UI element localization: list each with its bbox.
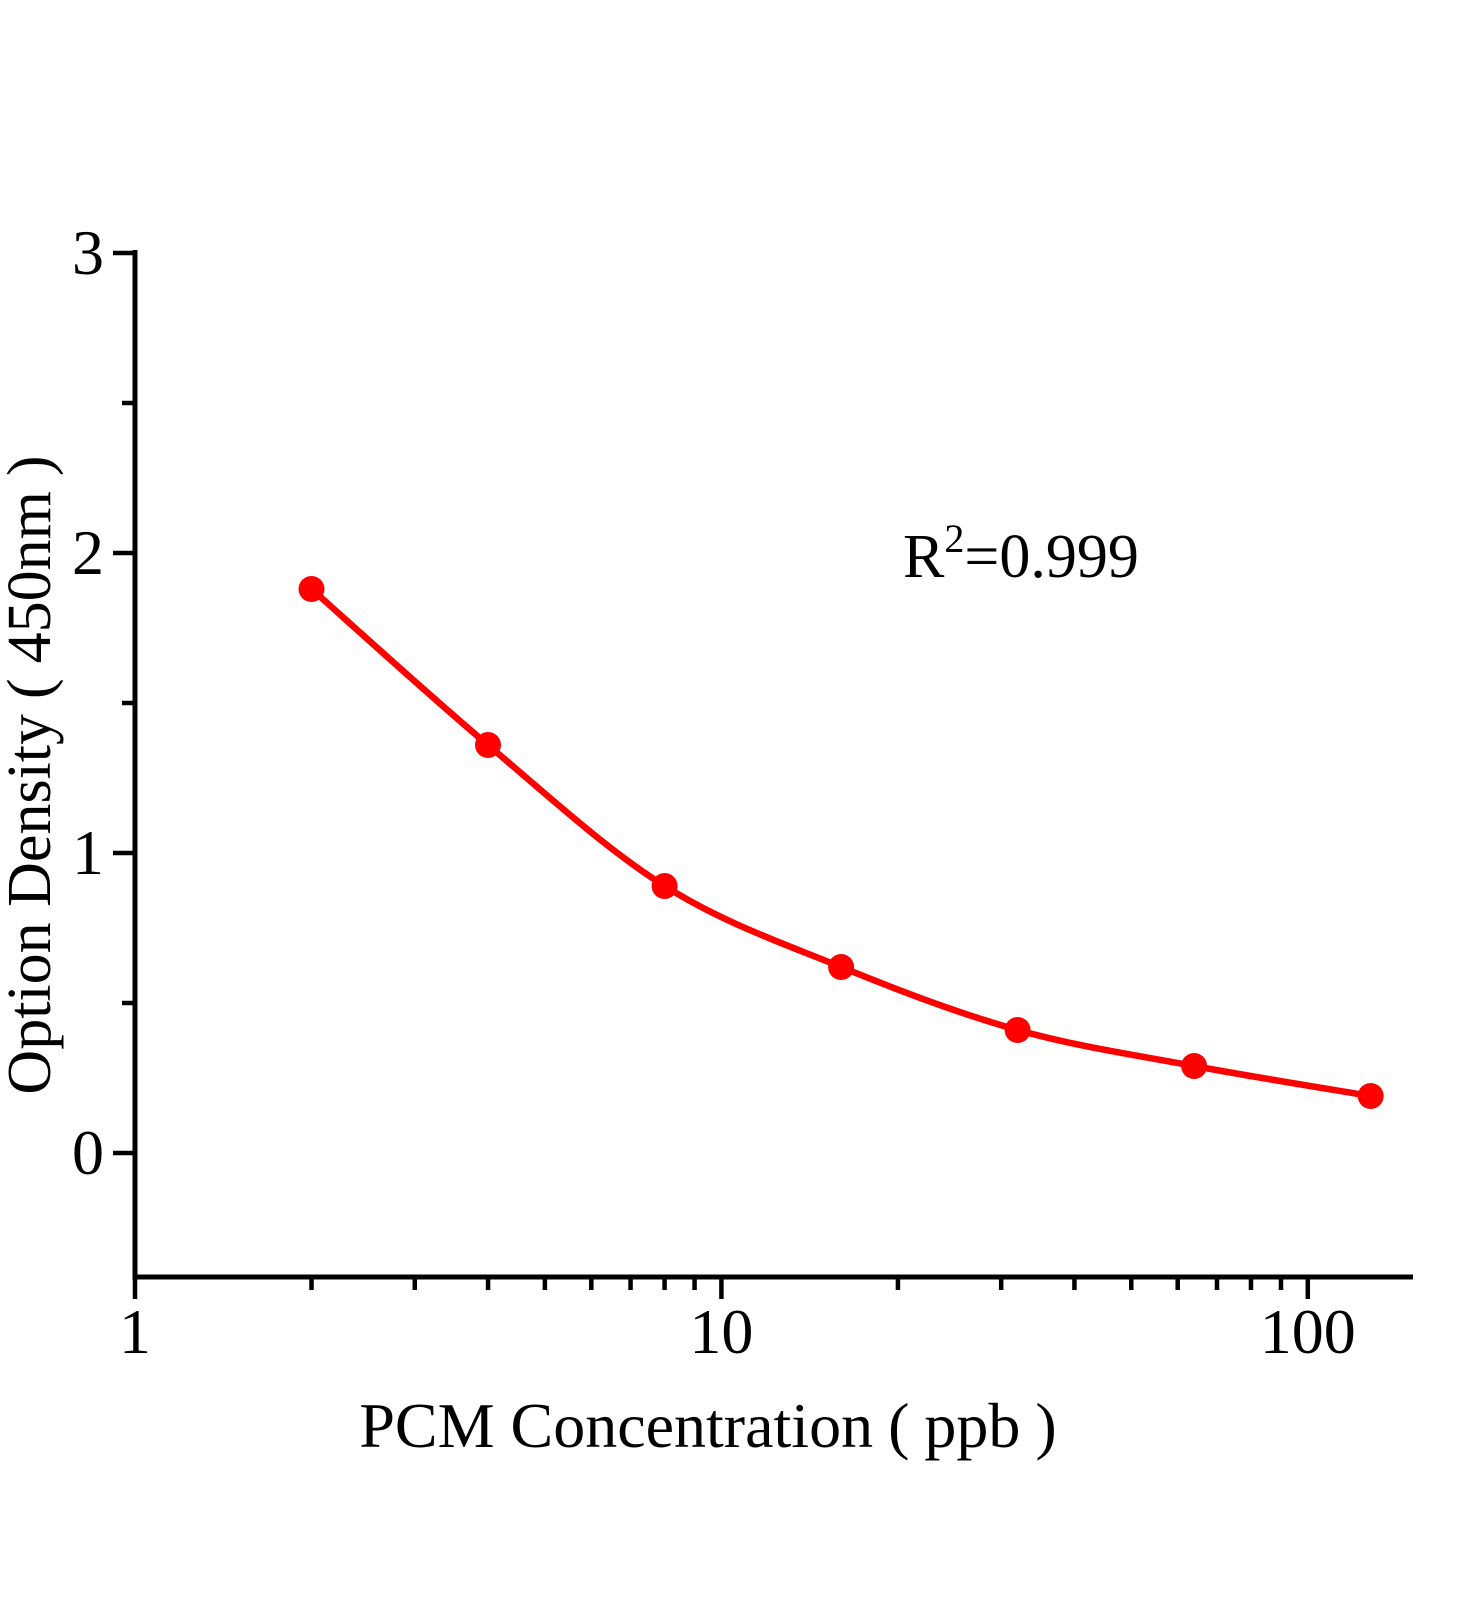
x-tick-label: 100 [1260,1296,1356,1367]
y-axis-ticks [113,250,135,1156]
data-point [1004,1017,1031,1043]
r-squared-superscript: 2 [944,516,964,561]
data-points [298,576,1384,1109]
fit-curve [308,585,1374,1100]
x-tick-label: 1 [119,1296,151,1367]
x-axis-title: PCM Concentration(ppb) [359,1390,1056,1461]
title-text: ppb [924,1390,1020,1461]
x-axis-tick-labels: 1 10 100 [119,1296,1356,1367]
data-point [651,873,678,899]
y-axis-title: Option Density (450nm) [0,455,64,1094]
x-axis-ticks [132,1277,1311,1299]
r-squared-annotation: R2=0.999 [903,516,1139,591]
title-paren: ( [888,1390,909,1461]
y-tick-label: 1 [72,817,104,888]
title-paren: ) [0,455,64,476]
title-text: 450nm [0,491,64,663]
title-paren: ( [0,678,64,699]
x-tick-label: 10 [689,1296,753,1367]
y-tick-label: 3 [72,217,104,288]
data-point [1181,1053,1208,1079]
data-point [298,576,325,602]
title-paren: ) [1035,1390,1056,1461]
data-point [475,732,501,758]
r-squared-base: R [903,523,945,591]
data-point [1357,1083,1384,1109]
y-axis-tick-labels: 0 1 2 3 [72,217,104,1188]
y-tick-label: 2 [72,517,104,588]
title-text: Option Density [0,714,64,1095]
data-point [828,954,855,980]
title-text: PCM Concentration [359,1390,873,1461]
y-tick-label: 0 [72,1117,104,1188]
r-squared-value: =0.999 [964,523,1138,591]
